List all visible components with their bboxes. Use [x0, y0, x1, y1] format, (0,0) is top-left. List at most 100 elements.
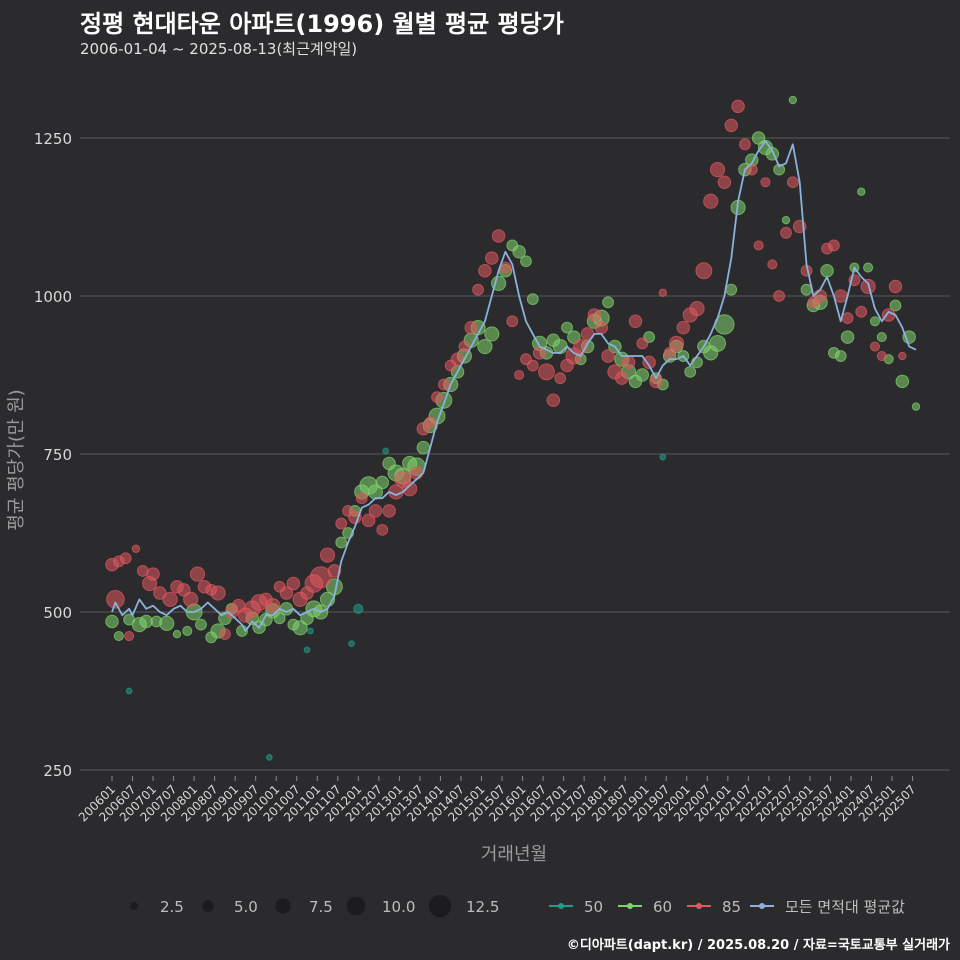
- point-60: [857, 187, 866, 196]
- point-60: [889, 299, 902, 312]
- point-85: [131, 544, 141, 553]
- point-85: [628, 314, 643, 329]
- point-85: [106, 590, 125, 609]
- point-85: [833, 289, 848, 303]
- point-85: [319, 547, 336, 563]
- point-85: [189, 566, 206, 582]
- point-85: [636, 337, 649, 350]
- point-85: [554, 372, 567, 385]
- point-60: [863, 262, 874, 273]
- y-tick-label: 750: [43, 446, 72, 464]
- point-85: [731, 99, 745, 114]
- point-60: [869, 316, 880, 327]
- point-60: [182, 625, 193, 637]
- point-60: [773, 163, 786, 176]
- point-85: [210, 585, 226, 601]
- point-85: [663, 346, 676, 359]
- average-line-group: [111, 140, 917, 632]
- size-legend-marker: [129, 901, 139, 911]
- point-85: [676, 320, 691, 335]
- color-legend-dot: [558, 903, 564, 909]
- color-legend-label: 60: [653, 898, 672, 916]
- point-85: [514, 369, 525, 381]
- point-85: [855, 305, 868, 318]
- point-85: [709, 162, 726, 178]
- size-legend-marker: [428, 894, 452, 918]
- point-85: [546, 393, 561, 408]
- point-85: [146, 567, 160, 581]
- point-60: [416, 440, 431, 455]
- point-85: [601, 349, 615, 363]
- point-85: [786, 176, 799, 189]
- point-85: [689, 301, 705, 317]
- size-legend-marker: [346, 896, 366, 916]
- point-85: [464, 320, 478, 335]
- point-85: [265, 598, 281, 614]
- size-legend-marker: [202, 900, 214, 912]
- point-85: [621, 355, 636, 370]
- point-85: [286, 576, 301, 591]
- chart-title: 정평 현대타운 아파트(1996) 월별 평균 평당가: [80, 10, 564, 38]
- y-tick-label: 1000: [34, 288, 72, 306]
- point-60: [292, 620, 308, 636]
- point-85: [119, 552, 132, 565]
- average-line: [111, 140, 917, 632]
- point-85: [526, 359, 539, 372]
- point-85: [437, 378, 450, 391]
- point-85: [642, 355, 656, 370]
- point-85: [876, 350, 887, 362]
- point-85: [724, 118, 739, 133]
- point-60: [273, 612, 286, 625]
- point-60: [113, 630, 124, 642]
- y-tick-labels: 250 500 750 1000 1250: [34, 130, 72, 780]
- point-85: [813, 289, 827, 303]
- point-60: [159, 615, 175, 631]
- point-85: [279, 586, 294, 600]
- point-50: [307, 627, 314, 635]
- point-60: [895, 374, 910, 389]
- point-85: [183, 591, 199, 607]
- point-85: [668, 335, 685, 351]
- point-85: [587, 308, 602, 322]
- point-60: [335, 536, 348, 549]
- point-85: [309, 566, 332, 589]
- point-85: [458, 340, 471, 353]
- point-85: [409, 466, 424, 480]
- size-legend-label: 7.5: [309, 898, 333, 916]
- point-85: [472, 283, 484, 296]
- point-85: [695, 262, 713, 280]
- point-50: [353, 603, 364, 614]
- point-85: [402, 481, 418, 497]
- point-50: [348, 640, 355, 647]
- point-85: [649, 374, 663, 389]
- point-60: [375, 475, 390, 490]
- color-legend-dot: [696, 903, 702, 909]
- point-85: [717, 175, 732, 189]
- size-legend: 2.5 5.0 7.5 10.0 12.5: [129, 894, 499, 918]
- point-60: [684, 365, 697, 378]
- point-85: [898, 351, 907, 361]
- point-50: [125, 687, 133, 695]
- point-60: [725, 283, 738, 296]
- point-85: [335, 517, 348, 530]
- point-85: [361, 513, 376, 528]
- color-legend-dot: [759, 903, 765, 909]
- color-legend-label: 85: [722, 898, 741, 916]
- point-60: [781, 215, 791, 225]
- color-legend: 50 60 85 모든 면적대 평균값: [549, 898, 905, 916]
- point-85: [478, 263, 492, 278]
- point-60: [834, 350, 847, 362]
- y-tick-label: 250: [43, 762, 72, 780]
- source-caption: ©디아파트(dapt.kr) / 2025.08.20 / 자료=국토교통부 실…: [566, 938, 950, 953]
- point-60: [477, 338, 493, 355]
- point-85: [376, 523, 389, 536]
- point-85: [773, 290, 786, 302]
- color-legend-dot: [627, 903, 633, 909]
- data-points: [105, 95, 921, 761]
- point-60: [520, 255, 532, 268]
- point-85: [506, 315, 519, 328]
- color-legend-label: 50: [584, 898, 603, 916]
- point-85: [219, 628, 231, 641]
- y-tick-label: 500: [43, 604, 72, 622]
